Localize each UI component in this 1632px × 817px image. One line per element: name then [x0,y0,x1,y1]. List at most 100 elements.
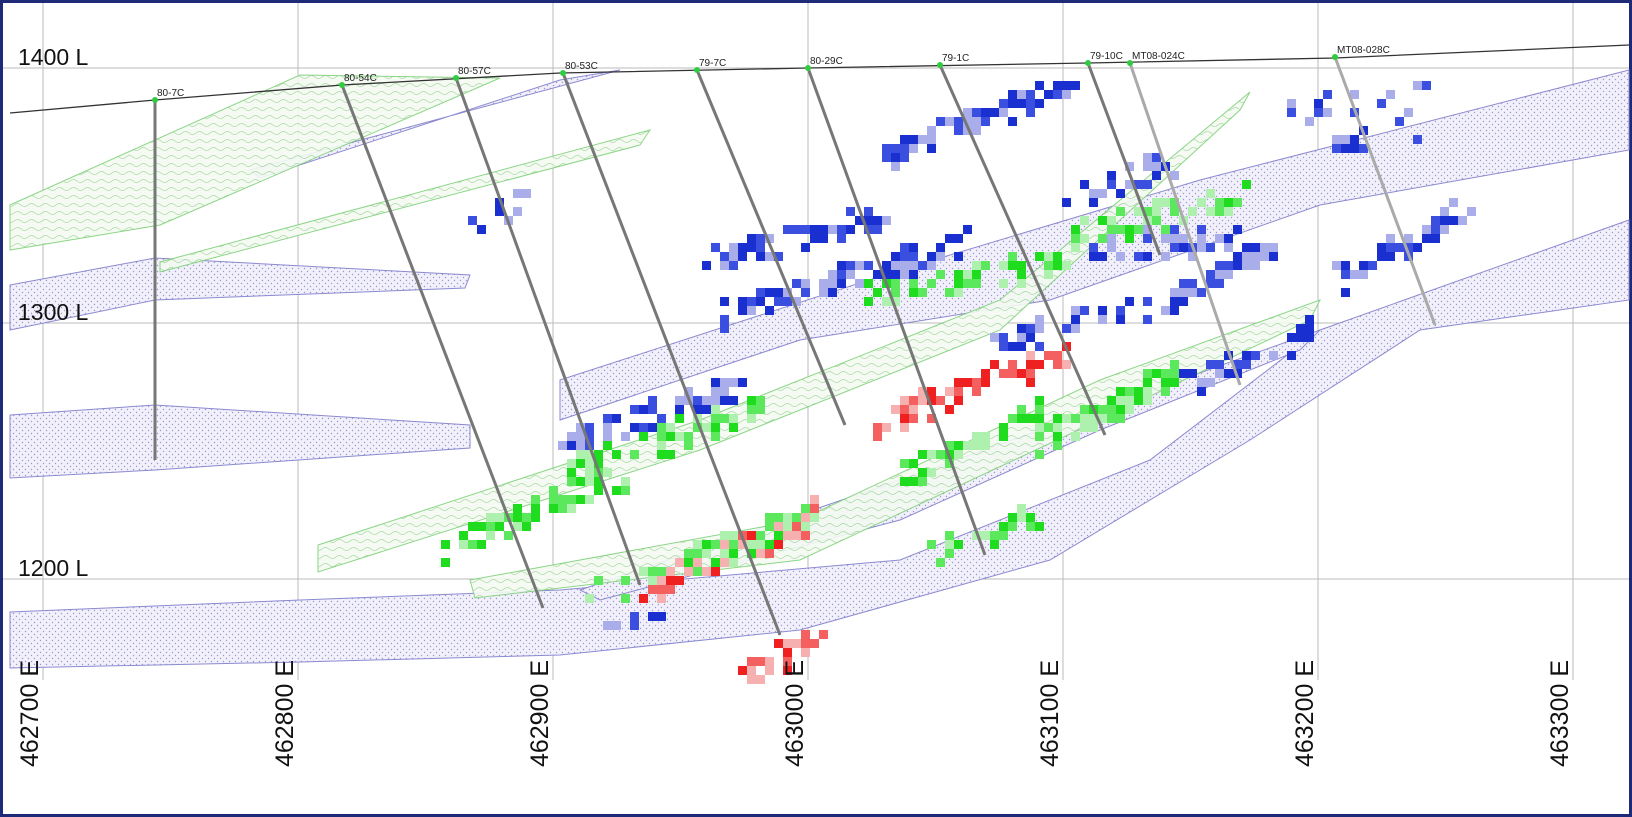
grade-block [1305,117,1314,126]
grade-block [1179,243,1188,252]
grade-block [1287,351,1296,360]
grade-block [945,531,954,540]
grade-block [1368,261,1377,270]
grade-block [882,261,891,270]
grade-block [891,405,900,414]
grade-block [495,513,504,522]
grade-block [747,540,756,549]
grade-block [936,450,945,459]
grade-block [891,153,900,162]
grade-block [909,396,918,405]
grade-block [981,531,990,540]
grade-block [783,513,792,522]
grade-block [603,423,612,432]
grade-block [702,396,711,405]
grade-block [945,234,954,243]
grade-block [1035,342,1044,351]
grade-block [630,423,639,432]
grade-block [1215,369,1224,378]
grade-block [1026,378,1035,387]
grade-block [1233,198,1242,207]
grade-block [1053,261,1062,270]
grade-block [522,189,531,198]
grade-block [1152,207,1161,216]
grade-block [1017,90,1026,99]
grade-block [900,459,909,468]
grade-block [666,450,675,459]
grade-block [801,522,810,531]
grade-block [1170,288,1179,297]
grade-block [1269,351,1278,360]
grade-block [1188,279,1197,288]
grade-block [954,117,963,126]
grade-block [1008,414,1017,423]
grade-block [1152,162,1161,171]
grade-block [1179,279,1188,288]
grade-block [459,540,468,549]
grade-block [1062,360,1071,369]
grade-block [864,297,873,306]
grade-block [1251,252,1260,261]
grade-block [801,225,810,234]
grade-block [1377,252,1386,261]
grade-block [441,558,450,567]
grade-block [1206,207,1215,216]
grade-block [1305,324,1314,333]
grade-block [783,648,792,657]
grade-block [972,387,981,396]
grade-block [801,513,810,522]
grade-block [1143,315,1152,324]
grade-block [972,117,981,126]
grade-block [981,432,990,441]
grade-block [1053,423,1062,432]
grade-block [720,252,729,261]
grade-block [729,243,738,252]
grade-block [1242,243,1251,252]
grade-block [720,540,729,549]
grade-block [747,414,756,423]
grade-block [693,396,702,405]
grade-block [468,522,477,531]
level-label: 1400 L [18,44,89,70]
grade-block [441,540,450,549]
grade-block [954,540,963,549]
grade-block [1116,207,1125,216]
grade-block [1206,270,1215,279]
grade-block [999,99,1008,108]
grade-block [1044,252,1053,261]
grade-block [999,261,1008,270]
grade-block [648,576,657,585]
grade-block [1296,324,1305,333]
grade-block [999,279,1008,288]
grade-block [684,432,693,441]
grade-block [639,594,648,603]
grade-block [666,585,675,594]
grade-block [1152,171,1161,180]
grade-block [1053,81,1062,90]
grade-block [954,279,963,288]
grade-block [1116,189,1125,198]
grade-block [1125,297,1134,306]
grade-block [1260,252,1269,261]
grade-block [1323,90,1332,99]
grade-block [756,657,765,666]
grade-block [648,612,657,621]
grade-block [702,540,711,549]
grade-block [639,567,648,576]
grade-block [1017,324,1026,333]
grade-block [603,432,612,441]
drillhole-label: MT08-028C [1337,45,1390,56]
grade-block [1143,252,1152,261]
grade-block [711,414,720,423]
grade-block [972,441,981,450]
grade-block [936,243,945,252]
grade-block [765,513,774,522]
grade-block [1143,297,1152,306]
grade-block [1161,306,1170,315]
grade-block [648,585,657,594]
grade-block [738,243,747,252]
grade-block [1431,234,1440,243]
grade-block [765,657,774,666]
grade-block [1197,198,1206,207]
grade-block [1197,378,1206,387]
